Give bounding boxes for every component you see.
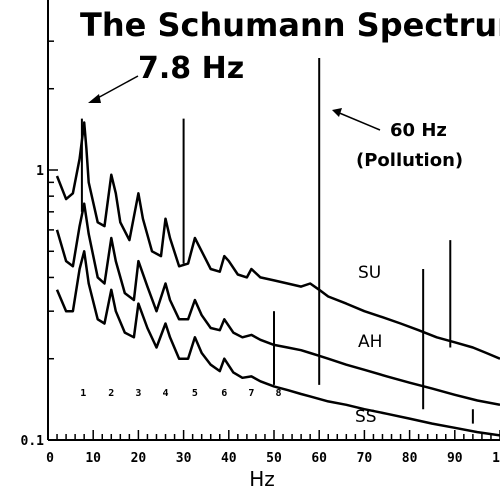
annotations: 7.8 Hz 60 Hz (Pollution) xyxy=(88,51,463,171)
mode-number-label: 7 xyxy=(248,388,254,399)
mode-number-label: 8 xyxy=(276,388,282,399)
x-tick-label: 1 xyxy=(492,451,500,466)
x-tick-label: 10 xyxy=(85,451,101,466)
annotation-60-hz: 60 Hz xyxy=(390,120,447,141)
x-axis-label: Hz xyxy=(249,467,275,491)
mode-number-label: 6 xyxy=(221,388,227,399)
series-line-ah xyxy=(55,202,500,407)
mode-number-label: 5 xyxy=(192,388,198,399)
y-tick-labels: 10.1 xyxy=(21,164,45,449)
mode-number-label: 1 xyxy=(80,388,86,399)
series-lines xyxy=(55,121,500,437)
annotation-7-8-hz: 7.8 Hz xyxy=(138,51,244,86)
series-label-su: SU xyxy=(358,263,381,283)
mode-number-labels: 1 2 3 4 5 6 7 8 xyxy=(80,388,281,399)
spike-lines xyxy=(80,57,474,424)
series-label-ah: AH xyxy=(358,332,382,352)
x-tick-label: 90 xyxy=(447,451,463,466)
x-tick-label: 50 xyxy=(266,451,282,466)
x-tick-label: 30 xyxy=(176,451,192,466)
annotation-arrowhead-7-8-hz xyxy=(88,94,101,103)
x-tick-label: 0 xyxy=(46,451,54,466)
mode-number-label: 4 xyxy=(163,388,169,399)
mode-number-label: 3 xyxy=(135,388,141,399)
mode-number-label: 2 xyxy=(108,388,114,399)
annotation-arrowhead-60-hz xyxy=(332,108,342,117)
x-tick-label: 60 xyxy=(311,451,327,466)
y-tick-label: 0.1 xyxy=(21,434,45,449)
series-labels: SU AH SS xyxy=(355,263,382,427)
annotation-pollution: (Pollution) xyxy=(356,150,463,171)
series-label-ss: SS xyxy=(355,407,377,427)
x-tick-label: 80 xyxy=(402,451,418,466)
x-tick-labels: 0 10 20 30 40 50 60 70 80 90 1 xyxy=(46,451,500,466)
x-tick-marks xyxy=(47,430,500,440)
chart-title: The Schumann Spectrum xyxy=(80,6,500,44)
x-tick-label: 20 xyxy=(131,451,147,466)
y-tick-label: 1 xyxy=(36,164,44,179)
annotation-arrow-60-hz xyxy=(336,111,381,131)
annotation-arrow-7-8-hz xyxy=(93,75,139,101)
series-line-su xyxy=(55,121,500,360)
series-line-ss xyxy=(55,250,500,437)
x-tick-label: 70 xyxy=(357,451,373,466)
y-minor-ticks xyxy=(48,40,58,360)
x-tick-label: 40 xyxy=(221,451,237,466)
